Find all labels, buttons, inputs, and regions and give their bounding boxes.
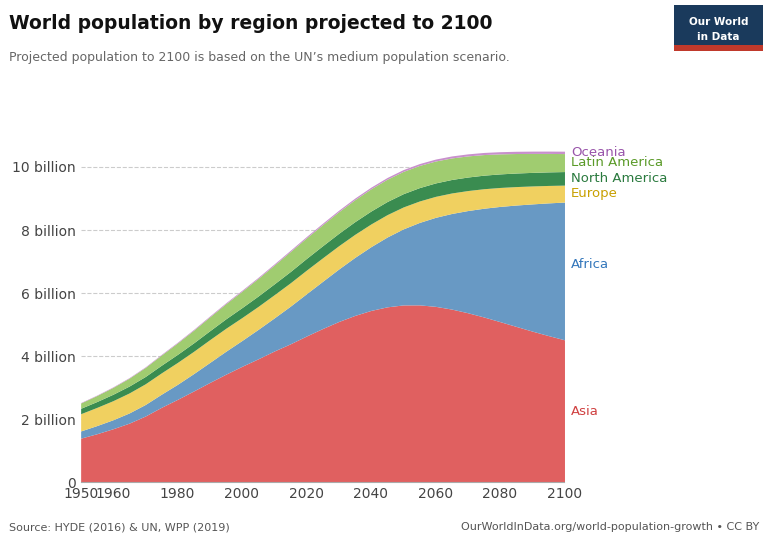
Text: in Data: in Data: [697, 32, 740, 42]
Text: Source: HYDE (2016) & UN, WPP (2019): Source: HYDE (2016) & UN, WPP (2019): [9, 522, 230, 532]
Text: Projected population to 2100 is based on the UN’s medium population scenario.: Projected population to 2100 is based on…: [9, 51, 510, 64]
Text: Our World: Our World: [689, 17, 748, 27]
Text: Latin America: Latin America: [571, 156, 663, 169]
Text: Africa: Africa: [571, 258, 609, 271]
Text: World population by region projected to 2100: World population by region projected to …: [9, 14, 493, 33]
FancyBboxPatch shape: [674, 5, 763, 51]
Text: North America: North America: [571, 172, 667, 185]
Text: Europe: Europe: [571, 187, 617, 200]
Text: Asia: Asia: [571, 404, 599, 417]
Text: Oceania: Oceania: [571, 146, 626, 159]
Text: OurWorldInData.org/world-population-growth • CC BY: OurWorldInData.org/world-population-grow…: [461, 522, 759, 532]
Bar: [674, 45, 763, 51]
